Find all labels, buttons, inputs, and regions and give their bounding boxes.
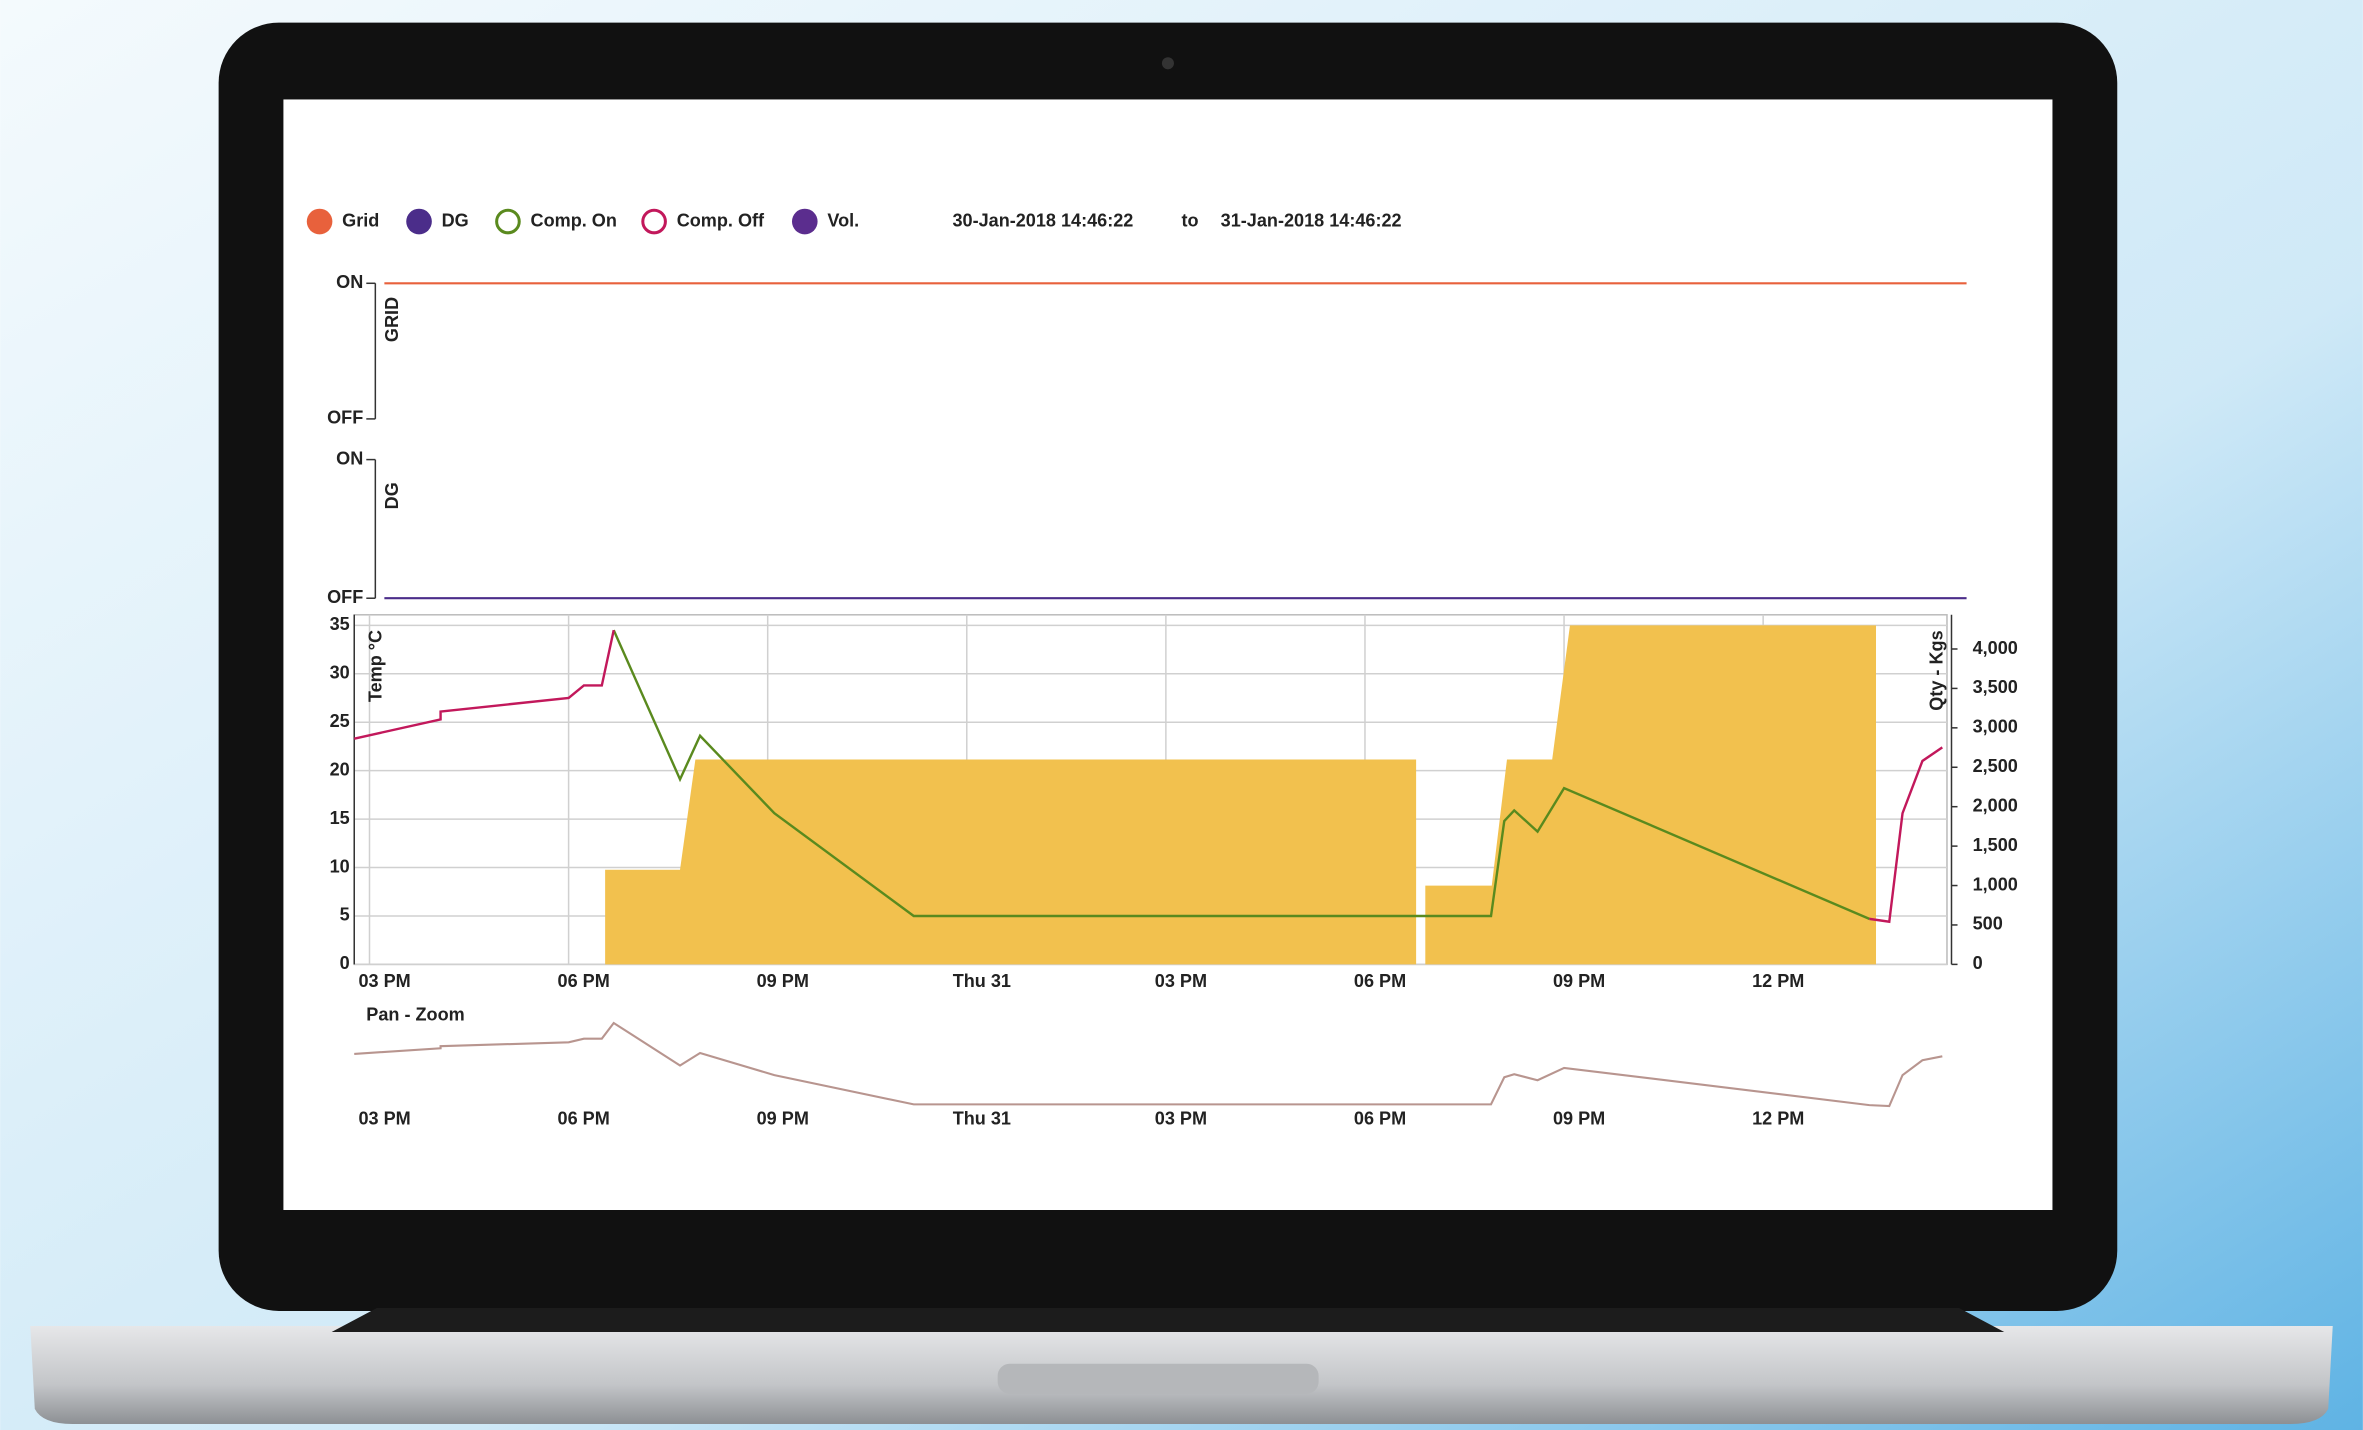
y-tick-label: 0 bbox=[340, 953, 350, 973]
x-tick-label: 09 PM bbox=[757, 971, 809, 991]
y-tick-label: ON bbox=[336, 272, 363, 292]
legend-label: Grid bbox=[342, 210, 379, 230]
x-tick-label: 06 PM bbox=[1354, 1108, 1406, 1128]
y-axis-label: Temp °C bbox=[366, 630, 386, 702]
x-tick-label: 06 PM bbox=[558, 1108, 610, 1128]
x-tick-label: 09 PM bbox=[1553, 1108, 1605, 1128]
keyboard-edge bbox=[332, 1308, 2005, 1332]
legend-label: DG bbox=[442, 210, 469, 230]
legend-marker bbox=[307, 209, 333, 235]
x-tick-label: 03 PM bbox=[358, 1108, 410, 1128]
x-tick-label: 06 PM bbox=[1354, 971, 1406, 991]
y-tick-label: 10 bbox=[330, 856, 350, 876]
legend-marker bbox=[643, 210, 666, 233]
legend-marker bbox=[406, 209, 432, 235]
x-tick-label: 03 PM bbox=[1155, 1108, 1207, 1128]
date-to: 31-Jan-2018 14:46:22 bbox=[1221, 210, 1402, 230]
legend-marker bbox=[497, 210, 520, 233]
date-from: 30-Jan-2018 14:46:22 bbox=[952, 210, 1133, 230]
y-axis-label: GRID bbox=[382, 297, 402, 342]
y2-axis-label: Qty - Kgs bbox=[1927, 630, 1947, 710]
y-tick-label: 15 bbox=[330, 808, 350, 828]
y-tick-label: 30 bbox=[330, 663, 350, 683]
y-tick-label: 20 bbox=[330, 759, 350, 779]
x-tick-label: 09 PM bbox=[1553, 971, 1605, 991]
x-tick-label: 03 PM bbox=[358, 971, 410, 991]
y-tick-label: OFF bbox=[327, 587, 363, 607]
y2-tick-label: 0 bbox=[1973, 953, 1983, 973]
y2-tick-label: 4,000 bbox=[1973, 638, 2018, 658]
chart-title: Pan - Zoom bbox=[366, 1004, 464, 1024]
x-tick-label: 03 PM bbox=[1155, 971, 1207, 991]
y2-tick-label: 500 bbox=[1973, 914, 2003, 934]
x-tick-label: 06 PM bbox=[558, 971, 610, 991]
x-tick-label: 12 PM bbox=[1752, 1108, 1804, 1128]
y2-tick-label: 2,500 bbox=[1973, 756, 2018, 776]
x-tick-label: 12 PM bbox=[1752, 971, 1804, 991]
y2-tick-label: 3,500 bbox=[1973, 677, 2018, 697]
date-separator: to bbox=[1182, 210, 1199, 230]
y-tick-label: OFF bbox=[327, 408, 363, 428]
y-tick-label: 25 bbox=[330, 711, 350, 731]
legend-label: Comp. On bbox=[531, 210, 617, 230]
x-tick-label: Thu 31 bbox=[953, 1108, 1011, 1128]
y2-tick-label: 3,000 bbox=[1973, 717, 2018, 737]
legend-label: Vol. bbox=[827, 210, 859, 230]
y-tick-label: 5 bbox=[340, 905, 350, 925]
y2-tick-label: 1,500 bbox=[1973, 835, 2018, 855]
legend-label: Comp. Off bbox=[677, 210, 765, 230]
x-tick-label: 09 PM bbox=[757, 1108, 809, 1128]
y-axis-label: DG bbox=[382, 482, 402, 509]
x-tick-label: Thu 31 bbox=[953, 971, 1011, 991]
camera bbox=[1162, 57, 1174, 69]
trackpad-notch bbox=[998, 1364, 1319, 1394]
laptop-screenshot: 30-Jan-2018 14:46:22 to 31-Jan-2018 14:4… bbox=[0, 0, 2363, 1430]
y2-tick-label: 1,000 bbox=[1973, 874, 2018, 894]
legend-marker bbox=[792, 209, 818, 235]
y-tick-label: ON bbox=[336, 448, 363, 468]
y-tick-label: 35 bbox=[330, 614, 350, 634]
y2-tick-label: 2,000 bbox=[1973, 795, 2018, 815]
